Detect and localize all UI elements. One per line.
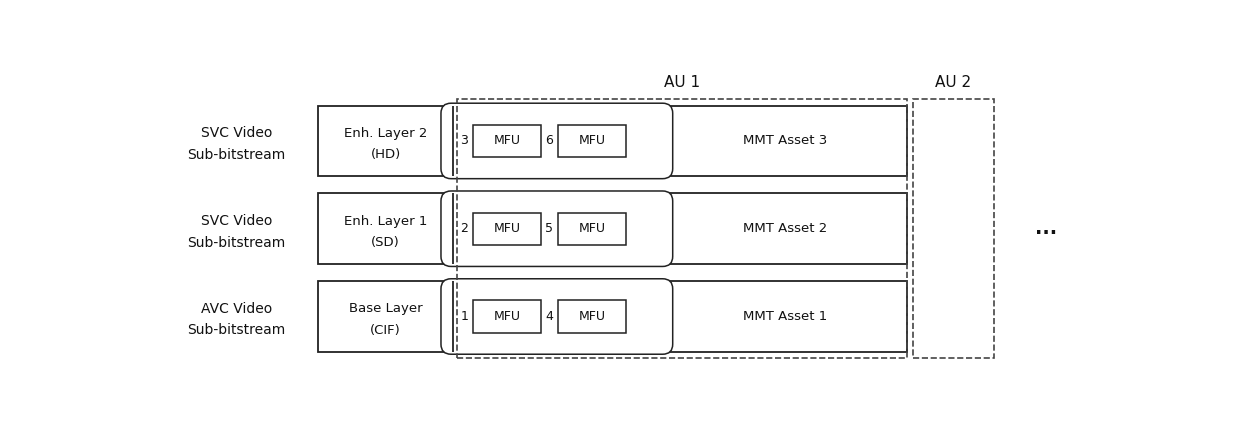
Text: 3: 3 bbox=[460, 134, 469, 148]
Text: Base Layer: Base Layer bbox=[348, 302, 423, 315]
Text: 4: 4 bbox=[546, 310, 553, 323]
Bar bbox=[458, 99, 906, 358]
Text: 6: 6 bbox=[546, 134, 553, 148]
Text: MFU: MFU bbox=[579, 222, 605, 235]
Text: SVC Video: SVC Video bbox=[201, 214, 272, 228]
Text: SVC Video: SVC Video bbox=[201, 126, 272, 140]
Text: (HD): (HD) bbox=[371, 148, 401, 161]
Text: MMT Asset 3: MMT Asset 3 bbox=[743, 134, 827, 148]
Text: MFU: MFU bbox=[494, 222, 521, 235]
Text: Enh. Layer 2: Enh. Layer 2 bbox=[343, 127, 428, 140]
Text: Sub-bitstream: Sub-bitstream bbox=[187, 236, 285, 249]
Text: 1: 1 bbox=[460, 310, 469, 323]
Text: 2: 2 bbox=[460, 222, 469, 235]
Bar bbox=[558, 300, 626, 333]
Text: AU 1: AU 1 bbox=[663, 75, 701, 90]
Bar bbox=[317, 281, 906, 352]
FancyBboxPatch shape bbox=[441, 279, 672, 354]
Bar bbox=[472, 300, 541, 333]
Text: Sub-bitstream: Sub-bitstream bbox=[187, 323, 285, 338]
Text: Sub-bitstream: Sub-bitstream bbox=[187, 148, 285, 162]
Text: (SD): (SD) bbox=[371, 236, 401, 249]
Text: MMT Asset 2: MMT Asset 2 bbox=[743, 222, 827, 235]
Text: AVC Video: AVC Video bbox=[201, 302, 272, 316]
Bar bbox=[317, 193, 906, 264]
FancyBboxPatch shape bbox=[441, 103, 672, 179]
Text: MFU: MFU bbox=[579, 310, 605, 323]
Text: MFU: MFU bbox=[494, 134, 521, 148]
Text: MMT Asset 1: MMT Asset 1 bbox=[743, 310, 827, 323]
Text: AU 2: AU 2 bbox=[935, 75, 971, 90]
Bar bbox=[317, 105, 906, 176]
Text: MFU: MFU bbox=[494, 310, 521, 323]
Bar bbox=[472, 213, 541, 245]
Text: MFU: MFU bbox=[579, 134, 605, 148]
Text: (CIF): (CIF) bbox=[371, 324, 401, 337]
Bar bbox=[558, 213, 626, 245]
Text: ...: ... bbox=[1034, 219, 1056, 238]
Bar bbox=[558, 125, 626, 157]
Bar bbox=[913, 99, 993, 358]
FancyBboxPatch shape bbox=[441, 191, 672, 266]
Text: 5: 5 bbox=[546, 222, 553, 235]
Text: Enh. Layer 1: Enh. Layer 1 bbox=[343, 214, 428, 228]
Bar bbox=[472, 125, 541, 157]
